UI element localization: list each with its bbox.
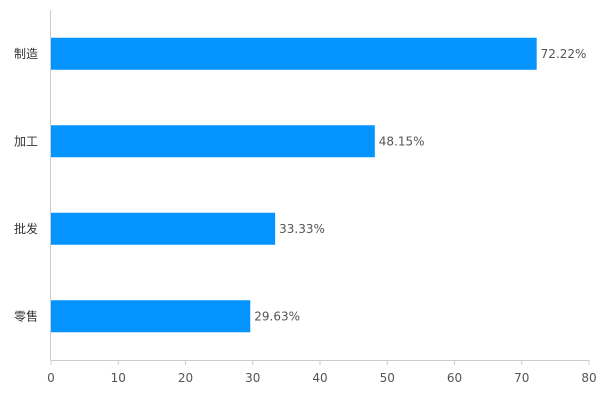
x-tick-label-2: 20	[178, 371, 193, 385]
bar-1	[51, 125, 375, 158]
category-label-0: 制造	[14, 47, 38, 61]
bars-group	[51, 37, 537, 333]
data-label-2: 33.33%	[279, 222, 325, 236]
x-tick-label-0: 0	[47, 371, 55, 385]
x-tick-label-8: 80	[581, 371, 596, 385]
x-ticks-group: 0 10 20 30 40 50 60 70 80	[47, 360, 597, 385]
bar-0	[51, 37, 537, 70]
data-label-0: 72.22%	[541, 47, 587, 61]
x-tick-label-1: 10	[111, 371, 126, 385]
x-tick-label-6: 60	[447, 371, 462, 385]
category-label-3: 零售	[14, 308, 38, 323]
bar-3	[51, 300, 251, 333]
x-tick-label-5: 50	[380, 371, 395, 385]
x-tick-label-4: 40	[312, 371, 327, 385]
category-label-2: 批发	[14, 221, 38, 236]
data-label-1: 48.15%	[379, 134, 425, 148]
category-label-1: 加工	[14, 134, 38, 148]
bar-2	[51, 212, 276, 245]
x-tick-label-3: 30	[245, 371, 260, 385]
data-labels-group: 72.22% 48.15% 33.33% 29.63%	[254, 47, 586, 324]
data-label-3: 29.63%	[254, 309, 300, 323]
x-tick-label-7: 70	[514, 371, 529, 385]
